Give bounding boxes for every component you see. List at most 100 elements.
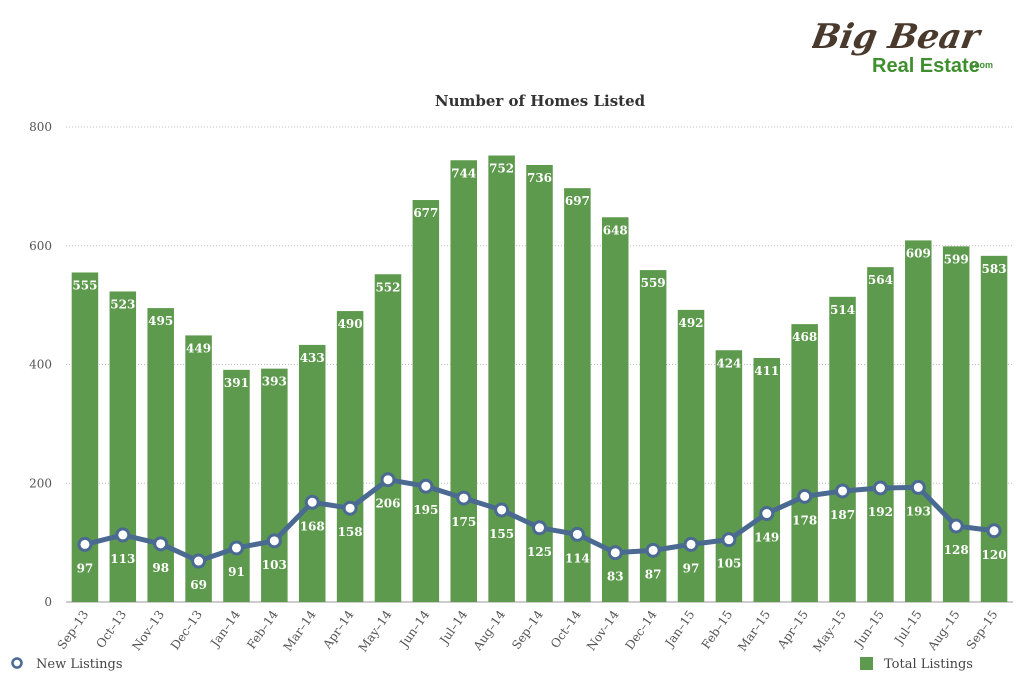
bar-value-label: 609 — [906, 246, 931, 260]
x-axis: Sep–13 Oct–13 Nov–13 Dec–13 Jan–14 Feb–14 Mar–… — [55, 607, 1001, 654]
bar-labels: 555 523 495 449 391 393 433 490 552 677 744 752 736 6… — [72, 162, 1006, 390]
logo-graphic: Big Bear Real Estate .com — [807, 17, 993, 77]
line-point — [77, 536, 93, 552]
bar — [336, 311, 364, 602]
x-tick-label: May–14 — [356, 607, 395, 654]
logo-word-com: .com — [972, 60, 993, 70]
line-value-label: 105 — [716, 557, 741, 571]
x-tick-label: Jun–14 — [396, 607, 433, 651]
line-point — [569, 526, 585, 542]
bar — [526, 165, 553, 602]
chart-title: Number of Homes Listed — [435, 92, 646, 110]
bar-value-label: 514 — [830, 303, 855, 317]
legend-label-total-listings: Total Listings — [884, 657, 973, 672]
line-value-label: 128 — [944, 543, 969, 557]
legend-item-total-listings: Total Listings — [860, 657, 973, 672]
bar-value-label: 391 — [224, 376, 249, 390]
line-point — [115, 527, 131, 543]
chart-legend: New Listings Total Listings — [11, 657, 973, 672]
line-point — [683, 536, 699, 552]
x-tick-label: Apr–14 — [320, 607, 357, 652]
line-point — [835, 483, 851, 499]
bar — [715, 350, 743, 602]
bar — [374, 274, 402, 602]
bar-value-label: 744 — [451, 166, 476, 180]
bar-value-label: 393 — [262, 375, 287, 389]
line-point — [532, 520, 547, 536]
x-tick-label: Feb–14 — [244, 607, 281, 651]
line-point — [266, 533, 282, 549]
line-point — [191, 553, 207, 569]
bar-value-label: 583 — [982, 262, 1007, 276]
line-value-label: 125 — [527, 545, 552, 559]
line-value-label: 113 — [110, 552, 135, 566]
bar — [412, 200, 440, 602]
x-tick-label: Jun–15 — [850, 608, 886, 652]
x-tick-label: Nov–14 — [584, 607, 622, 653]
line-value-label: 158 — [338, 525, 363, 539]
bar — [602, 217, 629, 602]
line-point — [342, 500, 358, 516]
bar — [677, 309, 705, 602]
line-point — [721, 532, 737, 548]
bar-value-label: 492 — [678, 316, 703, 330]
x-tick-label: Aug–14 — [470, 607, 508, 653]
line-value-label: 97 — [77, 561, 94, 575]
line-point — [153, 536, 169, 552]
legend-label-new-listings: New Listings — [36, 657, 123, 672]
x-tick-label: Jul–14 — [436, 607, 470, 648]
x-tick-label: Sep–15 — [964, 608, 1001, 652]
x-tick-label: Jul–15 — [891, 608, 925, 649]
bar-value-label: 449 — [186, 341, 211, 355]
bar — [942, 246, 970, 602]
line-point — [872, 480, 888, 496]
bar — [980, 255, 1008, 602]
bar — [261, 368, 288, 602]
bar — [791, 324, 818, 602]
x-tick-label: Jan–14 — [207, 607, 243, 651]
bar-value-label: 411 — [754, 364, 779, 378]
line-point — [494, 502, 510, 518]
bar — [298, 344, 326, 602]
line-value-label: 206 — [375, 497, 400, 511]
bar — [829, 296, 856, 602]
line-value-label: 193 — [906, 504, 931, 518]
x-tick-label: Sep–13 — [55, 608, 92, 652]
bar — [753, 357, 781, 602]
bar-series — [71, 155, 1008, 602]
x-tick-label: Oct–14 — [548, 607, 584, 650]
line-point — [380, 472, 396, 488]
x-tick-label: Mar–15 — [735, 608, 773, 654]
x-tick-label: Jan–15 — [661, 608, 697, 651]
bar-value-label: 495 — [148, 314, 173, 328]
bar — [71, 272, 99, 602]
y-tick-label: 0 — [44, 595, 52, 609]
x-tick-label: Dec–14 — [622, 607, 659, 652]
bar — [905, 240, 932, 602]
line-value-label: 155 — [489, 527, 514, 541]
line-labels: 97 113 98 69 91 103 168 158 206 195 175 155 125 114 83… — [77, 497, 1007, 592]
bar-value-label: 736 — [527, 171, 552, 185]
bar-value-label: 552 — [375, 280, 400, 294]
bar-value-label: 599 — [944, 252, 969, 266]
line-point — [418, 478, 434, 494]
bar-value-label: 424 — [716, 356, 741, 370]
bar — [109, 291, 137, 602]
bar-value-label: 697 — [565, 194, 590, 208]
line-point — [304, 494, 320, 510]
bar-value-label: 648 — [603, 223, 628, 237]
line-point — [910, 479, 926, 495]
bar — [488, 155, 515, 602]
line-value-label: 195 — [413, 503, 438, 517]
line-value-label: 83 — [607, 570, 624, 584]
x-tick-label: Feb–15 — [699, 608, 736, 652]
line-series — [77, 472, 1002, 569]
bar-value-label: 677 — [413, 206, 438, 220]
line-value-label: 103 — [262, 558, 287, 572]
bar — [223, 369, 250, 602]
bar-value-label: 490 — [338, 317, 363, 331]
line-point — [228, 540, 244, 556]
line-value-label: 120 — [982, 548, 1007, 562]
logo-word-big-bear: Big Bear — [812, 17, 986, 57]
